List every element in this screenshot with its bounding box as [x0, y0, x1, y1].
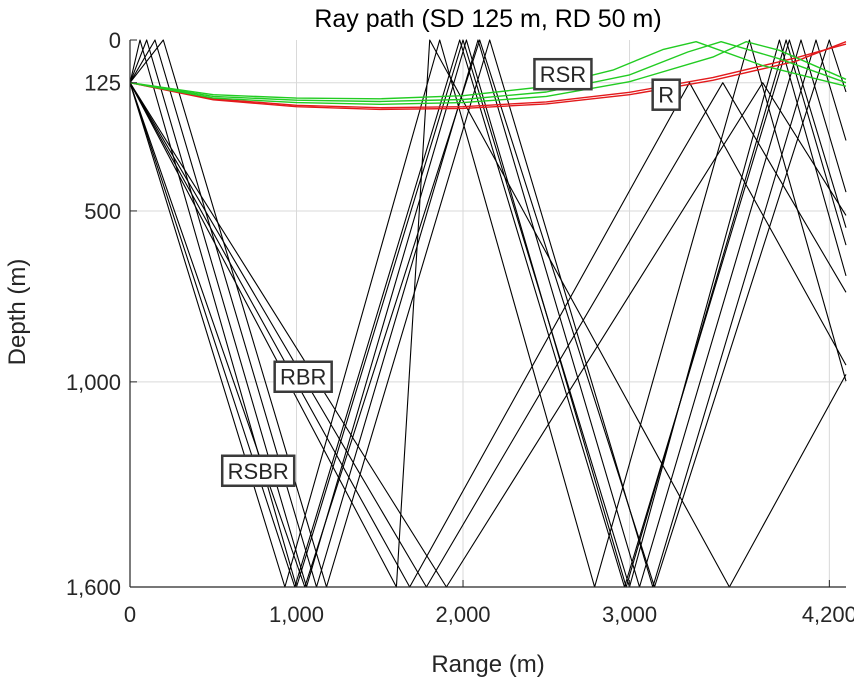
x-tick-label-3: 3,000 [602, 602, 657, 627]
annotation-box-3 [220, 454, 296, 488]
ray-path-8 [129, 39, 847, 588]
axes: 0 1,000 2,000 3,000 4,200 0 125 500 1,000 1,600 [66, 28, 854, 627]
y-axis-label: Depth (m) [4, 259, 31, 366]
annotation-label-3: RSBR [228, 459, 289, 484]
annotation-rsbr: RSBR [220, 454, 296, 488]
x-axis-label: Range (m) [431, 651, 544, 678]
ray-path-6 [129, 39, 847, 588]
ray-path-0 [129, 41, 847, 111]
ray-path-1 [129, 43, 847, 109]
ray-path-9 [129, 39, 847, 588]
y-tick-label-1: 125 [84, 71, 121, 96]
annotation-label-1: R [658, 83, 674, 108]
annotation-r: R [651, 78, 681, 111]
annotation-rsr: RSR [533, 57, 593, 91]
ray-path-5 [129, 39, 847, 588]
annotations: RSR R RBR RSBR [220, 57, 681, 488]
ray-path-11 [129, 39, 847, 588]
annotation-box-2 [273, 360, 333, 393]
annotation-label-2: RBR [280, 365, 326, 390]
x-tick-label-1: 1,000 [269, 602, 324, 627]
y-tick-label-4: 1,600 [66, 575, 121, 600]
annotation-box-1 [651, 78, 681, 111]
ray-path-7 [129, 39, 847, 588]
ray-path-12 [129, 82, 847, 588]
ray-path-15 [129, 39, 847, 588]
chart-title: Ray path (SD 125 m, RD 50 m) [314, 5, 661, 33]
y-tick-label-0: 0 [109, 28, 121, 53]
annotation-box-0 [533, 57, 593, 91]
annotation-label-0: RSR [540, 62, 586, 87]
x-tick-label-4: 4,200 [802, 602, 854, 627]
ray-path-2 [129, 41, 847, 106]
annotation-rbr: RBR [273, 360, 333, 393]
x-tick-label-2: 2,000 [435, 602, 490, 627]
ray-path-3 [129, 41, 847, 103]
ray-path-13 [129, 82, 847, 588]
y-tick-label-2: 500 [84, 199, 121, 224]
ray-path-10 [129, 39, 847, 588]
y-tick-label-3: 1,000 [66, 370, 121, 395]
ray-path-14 [129, 82, 847, 588]
plot-series [129, 39, 847, 588]
x-tick-label-0: 0 [124, 602, 136, 627]
